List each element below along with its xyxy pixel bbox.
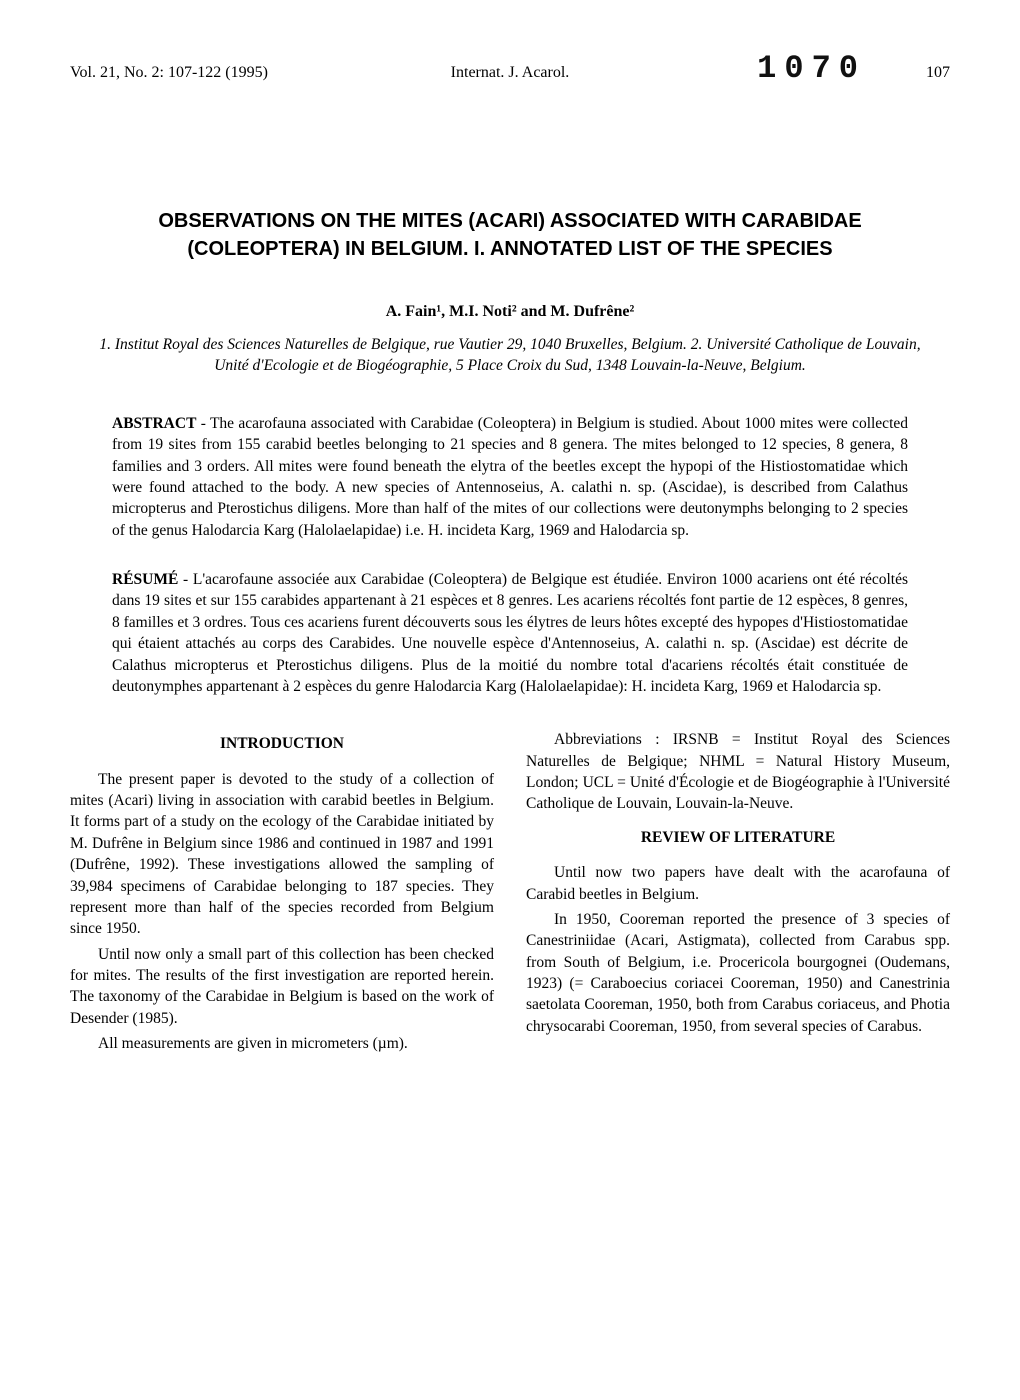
header-right: 1070 107 (657, 50, 950, 87)
archive-stamp: 1070 (757, 50, 866, 87)
article-title: OBSERVATIONS ON THE MITES (ACARI) ASSOCI… (70, 207, 950, 263)
affiliations: 1. Institut Royal des Sciences Naturelle… (88, 335, 932, 377)
review-heading: REVIEW OF LITERATURE (526, 827, 950, 848)
review-paragraph-1: Until now two papers have dealt with the… (526, 862, 950, 905)
author-line: A. Fain¹, M.I. Noti² and M. Dufrêne² (70, 303, 950, 321)
header-volume: Vol. 21, No. 2: 107-122 (1995) (70, 64, 363, 82)
abbreviations-paragraph: Abbreviations : IRSNB = Institut Royal d… (526, 729, 950, 815)
intro-paragraph-3: All measurements are given in micrometer… (70, 1033, 494, 1054)
resume-block: RÉSUMÉ - L'acarofaune associée aux Carab… (112, 569, 908, 697)
review-paragraph-2: In 1950, Cooreman reported the presence … (526, 909, 950, 1037)
abstract-label: ABSTRACT (112, 415, 196, 432)
resume-text: - L'acarofaune associée aux Carabidae (C… (112, 571, 908, 695)
page: Vol. 21, No. 2: 107-122 (1995) Internat.… (0, 0, 1020, 1400)
running-header: Vol. 21, No. 2: 107-122 (1995) Internat.… (70, 50, 950, 87)
abstract-block: ABSTRACT - The acarofauna associated wit… (112, 413, 908, 541)
page-number: 107 (926, 64, 950, 82)
title-line-2: (COLEOPTERA) IN BELGIUM. I. ANNOTATED LI… (70, 235, 950, 263)
body-columns: INTRODUCTION The present paper is devote… (70, 729, 950, 1058)
intro-paragraph-2: Until now only a small part of this coll… (70, 944, 494, 1030)
header-journal: Internat. J. Acarol. (363, 64, 656, 82)
intro-paragraph-1: The present paper is devoted to the stud… (70, 769, 494, 940)
introduction-heading: INTRODUCTION (70, 733, 494, 754)
abstract-text: - The acarofauna associated with Carabid… (112, 415, 908, 539)
resume-label: RÉSUMÉ (112, 571, 178, 588)
title-line-1: OBSERVATIONS ON THE MITES (ACARI) ASSOCI… (70, 207, 950, 235)
